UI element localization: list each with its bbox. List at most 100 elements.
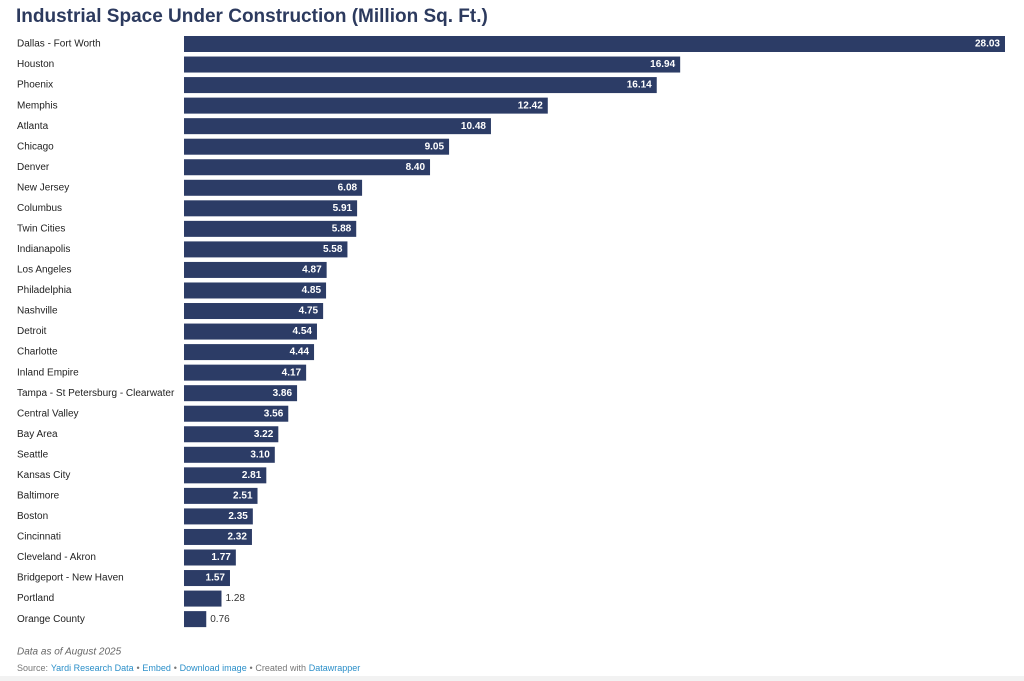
category-label: Charlotte [17,347,58,358]
category-label: Bay Area [17,429,58,440]
value-label: 3.10 [250,449,270,460]
value-label: 1.57 [206,573,226,584]
value-label: 16.94 [650,59,675,70]
separator: • [174,663,177,673]
category-label: Orange County [17,614,85,625]
value-label: 4.44 [290,347,310,358]
category-label: Baltimore [17,491,60,502]
category-label: Bridgeport - New Haven [17,573,124,584]
bar [184,549,236,566]
value-label: 4.54 [293,326,313,337]
bar [184,220,357,237]
bar [184,56,681,73]
value-label: 9.05 [425,141,445,152]
bar [184,200,358,217]
value-label: 12.42 [518,100,543,111]
category-label: Chicago [17,141,54,152]
value-label: 3.22 [254,429,274,440]
category-label: Dallas - Fort Worth [17,39,101,50]
category-label: Houston [17,59,54,70]
bar [184,179,363,196]
category-label: Kansas City [17,470,70,481]
category-label: Central Valley [17,408,79,419]
category-label: Indianapolis [17,244,70,255]
bar [184,159,431,176]
value-label: 3.56 [264,408,284,419]
value-label: 5.91 [333,203,353,214]
value-label: 4.87 [302,265,322,276]
category-label: Los Angeles [17,265,72,276]
category-label: Columbus [17,203,62,214]
bar [184,570,230,587]
created-with: Created with [255,663,306,673]
category-label: Cleveland - Akron [17,552,96,563]
value-label: 28.03 [975,39,1000,50]
value-label: 2.35 [228,511,248,522]
category-label: Phoenix [17,80,53,91]
value-label: 1.77 [211,552,231,563]
bar [184,138,450,155]
bar [184,303,324,320]
category-label: Cincinnati [17,532,61,543]
separator: • [249,663,252,673]
chart-title: Industrial Space Under Construction (Mil… [16,6,488,27]
bar [184,487,258,504]
value-label: 5.88 [332,224,352,235]
bar [184,426,279,443]
bar [184,118,491,135]
bar [184,36,1005,52]
source-link[interactable]: Yardi Research Data [51,663,134,673]
separator: • [136,663,139,673]
category-label: Atlanta [17,121,49,132]
bar [184,611,207,628]
bottom-strip [0,676,1024,681]
category-label: Twin Cities [17,224,65,235]
bar [184,508,253,525]
value-label: 16.14 [627,80,652,91]
category-label: Portland [17,593,54,604]
footer: Source: Yardi Research Data • Embed • Do… [17,663,360,674]
category-label: Nashville [17,306,58,317]
bar [184,467,267,484]
bar [184,446,275,463]
bar [184,261,327,278]
download-link[interactable]: Download image [180,663,247,673]
value-label: 5.58 [323,244,343,255]
bar [184,590,222,607]
embed-link[interactable]: Embed [142,663,171,673]
note: Data as of August 2025 [17,647,122,658]
category-label: Philadelphia [17,285,72,296]
bar [184,364,307,381]
bar [184,97,548,114]
value-label: 0.76 [210,614,230,625]
value-label: 2.32 [227,532,247,543]
value-label: 4.85 [302,285,322,296]
bar [184,344,315,361]
category-label: New Jersey [17,182,69,193]
bar [184,241,348,258]
source-label: Source: [17,663,48,673]
bar [184,323,317,340]
tool-link[interactable]: Datawrapper [309,663,361,673]
category-label: Inland Empire [17,367,79,378]
value-label: 6.08 [338,182,358,193]
value-label: 1.28 [225,593,245,604]
category-label: Tampa - St Petersburg - Clearwater [17,388,175,399]
category-label: Denver [17,162,50,173]
bar [184,405,289,422]
value-label: 4.75 [299,306,319,317]
category-label: Seattle [17,449,49,460]
bar [184,385,298,402]
bar [184,528,252,545]
value-label: 10.48 [461,121,486,132]
value-label: 4.17 [282,367,302,378]
bar [184,77,657,94]
value-label: 2.51 [233,491,253,502]
category-label: Detroit [17,326,47,337]
category-label: Memphis [17,100,58,111]
value-label: 3.86 [273,388,293,399]
bar [184,282,327,299]
category-label: Boston [17,511,48,522]
value-label: 2.81 [242,470,262,481]
